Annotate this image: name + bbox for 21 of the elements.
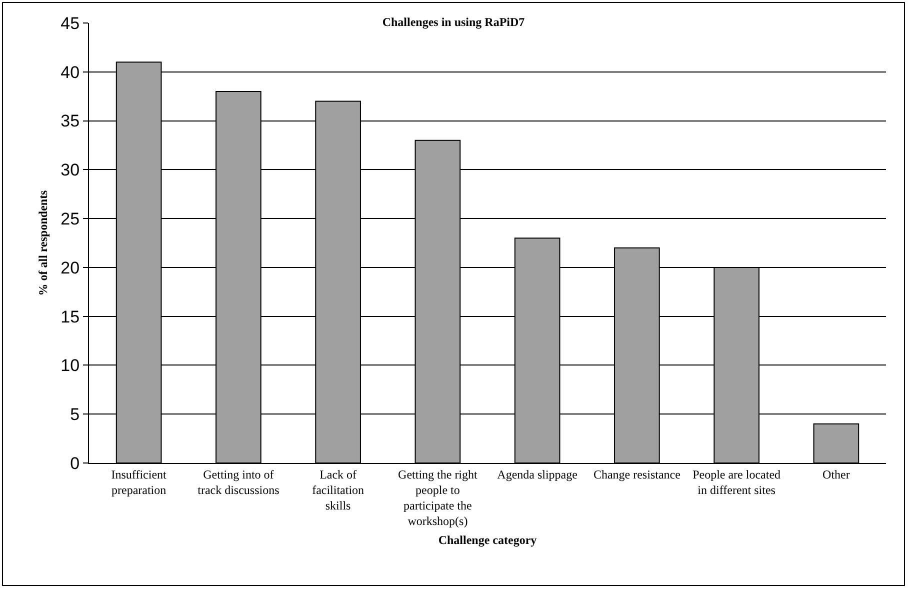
x-tick-label: Agenda slippage: [497, 467, 578, 482]
x-tick-label: Change resistance: [593, 467, 680, 482]
y-tick-label: 30: [60, 160, 80, 180]
x-tick-label: Getting the right people to participate the workshop(s): [398, 467, 478, 528]
x-tick-label: Lack of facilitation skills: [312, 467, 364, 513]
x-axis-title: Challenge category: [438, 533, 537, 548]
y-tick-label: 10: [60, 356, 80, 376]
y-tick-label: 20: [60, 258, 80, 278]
x-tick-label: Getting into of track discussions: [198, 467, 280, 497]
x-tick-label: Insufficient preparation: [111, 467, 168, 497]
y-tick-label: 35: [60, 112, 80, 131]
y-axis-title: % of all respondents: [36, 190, 50, 296]
y-tick-label: 5: [70, 405, 80, 424]
y-tick-label: 45: [60, 14, 80, 33]
y-tick-label: 25: [60, 210, 80, 229]
x-tick-label: People are located in different sites: [692, 467, 781, 497]
x-tick-label: Other: [822, 467, 850, 482]
y-tick-label: 40: [60, 62, 80, 82]
chart-title: Challenges in using RaPiD7: [382, 14, 525, 29]
y-tick-label: 15: [60, 307, 80, 326]
y-tick-label: 0: [70, 454, 80, 473]
